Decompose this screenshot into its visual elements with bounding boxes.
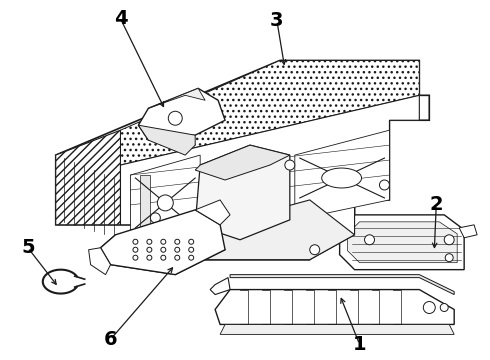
Polygon shape [121, 95, 419, 260]
Polygon shape [56, 60, 429, 260]
Circle shape [189, 255, 194, 260]
Circle shape [147, 247, 152, 252]
Circle shape [379, 180, 390, 190]
Circle shape [133, 239, 138, 244]
Text: 5: 5 [21, 238, 35, 257]
Circle shape [189, 239, 194, 244]
Circle shape [310, 245, 319, 255]
Circle shape [133, 255, 138, 260]
Text: 4: 4 [114, 9, 127, 28]
Polygon shape [100, 210, 225, 275]
Polygon shape [295, 130, 390, 220]
Circle shape [168, 111, 182, 125]
Circle shape [444, 235, 454, 245]
Polygon shape [56, 130, 121, 225]
Circle shape [161, 247, 166, 252]
Ellipse shape [322, 168, 362, 188]
Polygon shape [195, 145, 290, 240]
Circle shape [285, 160, 295, 170]
Polygon shape [138, 88, 225, 140]
Text: 3: 3 [270, 11, 284, 30]
Polygon shape [141, 175, 150, 230]
Polygon shape [230, 275, 454, 294]
Polygon shape [121, 60, 419, 165]
Circle shape [189, 247, 194, 252]
Circle shape [147, 239, 152, 244]
Circle shape [175, 255, 180, 260]
Circle shape [175, 247, 180, 252]
Circle shape [423, 302, 435, 314]
Polygon shape [220, 324, 454, 334]
Polygon shape [347, 222, 457, 263]
Circle shape [157, 195, 173, 211]
Polygon shape [89, 248, 111, 275]
Text: 1: 1 [353, 335, 367, 354]
Circle shape [150, 213, 160, 223]
Circle shape [147, 255, 152, 260]
Polygon shape [130, 155, 200, 230]
Polygon shape [138, 125, 195, 155]
Polygon shape [340, 215, 464, 270]
Polygon shape [215, 289, 454, 324]
Circle shape [133, 247, 138, 252]
Text: 6: 6 [104, 330, 117, 349]
Polygon shape [195, 145, 290, 180]
Polygon shape [210, 278, 230, 294]
Polygon shape [459, 225, 477, 238]
Circle shape [365, 235, 374, 245]
Polygon shape [195, 200, 230, 225]
Circle shape [445, 254, 453, 262]
Polygon shape [200, 200, 355, 260]
Circle shape [161, 255, 166, 260]
Circle shape [440, 303, 448, 311]
Text: 2: 2 [429, 195, 443, 215]
Polygon shape [148, 88, 205, 108]
Circle shape [161, 239, 166, 244]
Circle shape [175, 239, 180, 244]
